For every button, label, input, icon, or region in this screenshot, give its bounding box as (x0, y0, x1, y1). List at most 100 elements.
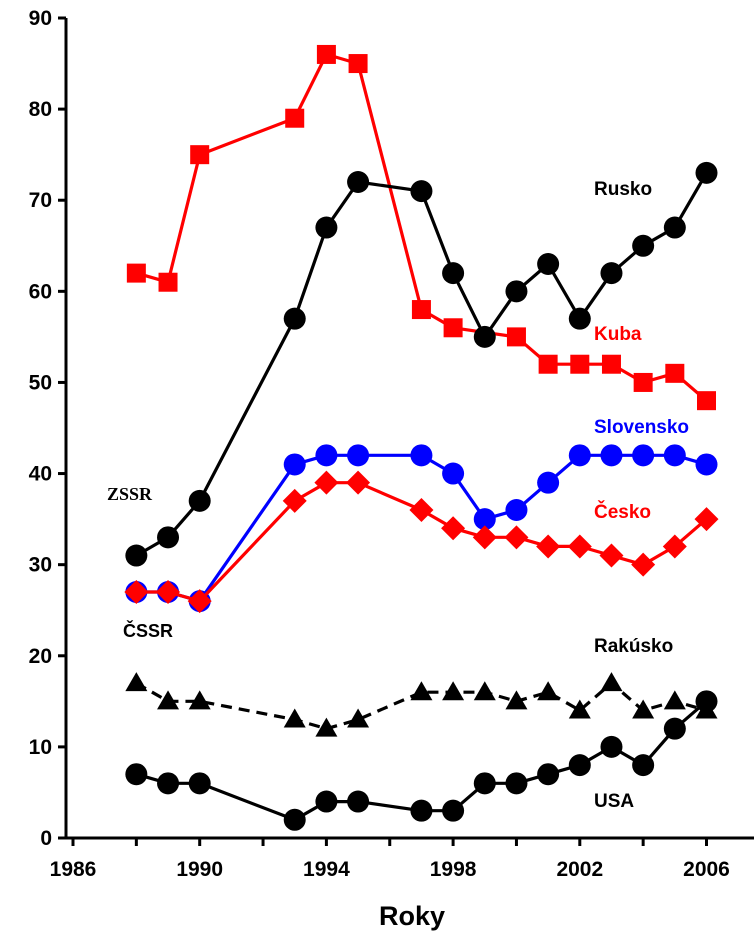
y-tick-label: 20 (29, 645, 52, 668)
series-label-kuba: Kuba (594, 324, 642, 345)
series-label-slovensko: Slovensko (594, 417, 689, 438)
data-point (567, 534, 592, 559)
data-point (506, 327, 526, 347)
y-tick-label: 30 (29, 554, 52, 577)
data-point (695, 453, 718, 476)
annotation-cssr: ČSSR (123, 620, 173, 641)
data-point (538, 354, 558, 374)
data-point (505, 499, 528, 521)
data-point (537, 253, 560, 275)
axes: 0 10 20 30 40 50 60 70 80 90 1986 1990 1994 1998 2002 2… (29, 7, 754, 931)
series-line (136, 453, 707, 603)
data-point (443, 318, 463, 338)
data-point (283, 453, 306, 476)
x-tick-label: 1998 (430, 858, 477, 881)
data-point (568, 444, 591, 467)
series-cesko (124, 470, 719, 614)
data-point (694, 507, 719, 532)
data-point (600, 735, 623, 758)
data-point (568, 699, 591, 719)
data-point (188, 690, 211, 710)
data-point (442, 462, 465, 485)
series-label-usa: USA (594, 791, 634, 812)
data-point (315, 717, 338, 737)
data-point (188, 772, 211, 795)
x-tick-label: 2002 (556, 858, 603, 881)
data-point (187, 589, 212, 614)
labels-layer: Rusko Kuba Slovensko Česko Rakúsko USA Z… (107, 179, 689, 812)
y-tick-label: 60 (29, 280, 52, 303)
data-point (663, 444, 686, 467)
data-point (473, 325, 496, 348)
data-point (282, 488, 307, 513)
data-point (283, 808, 306, 831)
data-point (410, 180, 433, 203)
data-point (283, 307, 306, 330)
series-line (135, 681, 707, 731)
data-point (124, 580, 149, 604)
x-tick-label: 2006 (683, 858, 730, 881)
data-point (285, 108, 305, 128)
data-point (410, 799, 433, 822)
data-point (347, 171, 370, 193)
series-layer (124, 44, 719, 831)
data-point (157, 526, 180, 549)
y-tick-label: 70 (29, 189, 52, 212)
y-tick-label: 40 (29, 463, 52, 486)
data-point (633, 372, 653, 392)
data-point (695, 161, 718, 184)
data-point (442, 799, 465, 822)
series-label-rakusko: Rakúsko (594, 636, 673, 657)
data-point (568, 307, 591, 330)
data-point (663, 216, 686, 239)
data-point (158, 272, 178, 292)
y-tick-label: 0 (40, 827, 52, 850)
data-point (316, 44, 336, 64)
series-kuba (126, 44, 716, 411)
x-tick-label: 1994 (303, 858, 350, 881)
data-point (665, 363, 685, 383)
data-point (156, 580, 181, 604)
x-tick-label: 1990 (176, 858, 223, 881)
data-point (599, 543, 624, 568)
data-point (315, 444, 338, 467)
data-point (632, 754, 655, 777)
data-point (473, 772, 496, 795)
data-point (125, 672, 148, 692)
data-point (536, 534, 561, 559)
data-point (600, 262, 623, 285)
data-point (663, 717, 686, 740)
data-point (410, 681, 433, 701)
series-line (135, 172, 708, 557)
series-rakusko (125, 672, 718, 737)
data-point (600, 444, 623, 467)
data-point (695, 690, 718, 713)
data-point (411, 300, 431, 320)
data-point (473, 508, 496, 531)
data-point (537, 471, 560, 494)
data-point (632, 699, 655, 719)
y-tick-label: 90 (29, 7, 52, 30)
data-point (472, 525, 497, 550)
data-point (315, 790, 338, 813)
data-point (409, 498, 434, 522)
data-point (314, 470, 339, 495)
data-point (663, 690, 686, 710)
data-point (125, 763, 148, 786)
data-point (348, 54, 368, 74)
annotation-zssr: ZSSR (107, 484, 153, 504)
x-axis-title: Roky (379, 901, 445, 931)
y-tick-label: 80 (29, 98, 52, 121)
data-point (347, 790, 370, 813)
data-point (632, 444, 655, 467)
data-point (283, 708, 306, 728)
series-line (136, 481, 708, 603)
data-point (410, 444, 433, 467)
data-point (126, 263, 146, 283)
data-point (188, 489, 211, 512)
data-point (190, 145, 210, 165)
data-point (632, 234, 655, 257)
data-point (157, 690, 180, 710)
data-point (568, 754, 591, 777)
data-point (537, 681, 560, 701)
